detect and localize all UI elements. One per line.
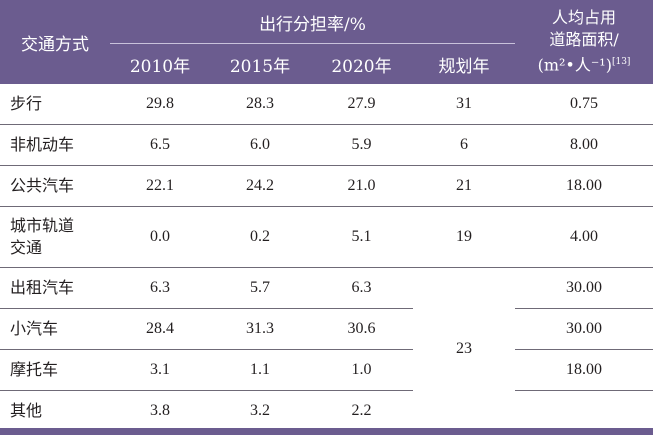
cell-mode: 摩托车	[0, 349, 110, 391]
header-area-line3: (m²•人⁻¹)	[537, 55, 612, 75]
cell-plan: 19	[413, 206, 516, 268]
header-year-2010: 2010年	[110, 44, 210, 84]
cell-area	[515, 391, 653, 432]
header-share-group-label: 出行分担率/%	[259, 14, 366, 35]
cell-2010: 3.8	[150, 402, 170, 419]
cell-mode: 公共汽车	[0, 165, 110, 207]
cell-area: 4.00	[515, 206, 653, 268]
cell-2015: 5.7	[210, 267, 310, 309]
header-area: 人均占用 道路面积/ (m²•人⁻¹)[13]	[515, 0, 653, 84]
cell-2020: 5.9	[310, 124, 413, 166]
cell-mode: 其他	[10, 401, 43, 420]
header-year-2015: 2015年	[210, 44, 310, 84]
table-row: 出租汽车 6.3 5.7 6.3 23 30.00	[0, 267, 653, 432]
cell-2010: 6.3	[110, 267, 210, 309]
cell-2015: 3.2	[250, 402, 270, 419]
table-bottom-bar	[0, 428, 653, 435]
cell-2010: 3.1	[110, 349, 210, 391]
cell-2010: 28.4	[110, 308, 210, 350]
cell-plan: 31	[413, 84, 516, 125]
cell-mode-line1: 城市轨道	[10, 216, 75, 235]
header-year-2020: 2020年	[310, 44, 413, 84]
cell-area: 0.75	[515, 84, 653, 125]
table-row: 摩托车 3.1 1.1 1.0 18.00	[0, 349, 653, 391]
cell-plan: 21	[413, 165, 516, 207]
table-row: 小汽车 28.4 31.3 30.6 30.00	[0, 308, 653, 350]
cell-area: 18.00	[515, 165, 653, 207]
cell-mode-line2: 交通	[10, 238, 43, 257]
table-row: 其他 3.8 3.2 2.2	[0, 391, 653, 432]
cell-2020: 21.0	[310, 165, 413, 207]
cell-area: 18.00	[515, 349, 653, 391]
header-group-rule	[110, 43, 516, 44]
header-area-line2: 道路面积/	[549, 30, 619, 50]
cell-2020: 2.2	[351, 402, 372, 419]
header-row-2: 2010年 2015年 2020年 规划年	[0, 44, 653, 84]
cell-plan: 6	[413, 124, 516, 166]
cell-2010: 0.0	[110, 206, 210, 268]
header-row-1: 交通方式 出行分担率/% 人均占用 道路面积/ (m²•人⁻¹)[13]	[0, 0, 653, 84]
cell-2015: 0.2	[210, 206, 310, 268]
table-row: 公共汽车 22.1 24.2 21.0 21 18.00	[0, 165, 653, 207]
header-mode: 交通方式	[0, 0, 110, 84]
cell-mode: 非机动车	[0, 124, 110, 166]
cell-2010: 6.5	[110, 124, 210, 166]
cell-2015: 31.3	[210, 308, 310, 350]
cell-2020: 1.0	[310, 349, 413, 391]
cell-2020: 30.6	[310, 308, 413, 350]
header-year-plan: 规划年	[413, 44, 516, 84]
cell-2015: 28.3	[210, 84, 310, 125]
cell-2015: 24.2	[210, 165, 310, 207]
cell-2020: 27.9	[310, 84, 413, 125]
cell-2015: 6.0	[210, 124, 310, 166]
cell-2015: 1.1	[210, 349, 310, 391]
table-row: 步行 29.8 28.3 27.9 31 0.75	[0, 84, 653, 125]
header-area-line1: 人均占用	[552, 8, 617, 28]
cell-2020: 6.3	[310, 267, 413, 309]
cell-area: 30.00	[515, 308, 653, 350]
cell-mode: 出租汽车	[0, 267, 110, 309]
cell-mode: 步行	[0, 84, 110, 125]
header-area-ref: [13]	[611, 57, 631, 68]
header-share-group: 出行分担率/%	[110, 0, 516, 44]
cell-mode: 城市轨道 交通	[0, 206, 110, 268]
cell-2020: 5.1	[310, 206, 413, 268]
cell-plan-merged: 23	[413, 267, 516, 432]
cell-area: 30.00	[515, 267, 653, 309]
cell-2010: 29.8	[110, 84, 210, 125]
cell-mode: 小汽车	[0, 308, 110, 350]
cell-area: 8.00	[515, 124, 653, 166]
table-row: 城市轨道 交通 0.0 0.2 5.1 19 4.00	[0, 206, 653, 268]
cell-2010: 22.1	[110, 165, 210, 207]
table-row: 非机动车 6.5 6.0 5.9 6 8.00	[0, 124, 653, 166]
